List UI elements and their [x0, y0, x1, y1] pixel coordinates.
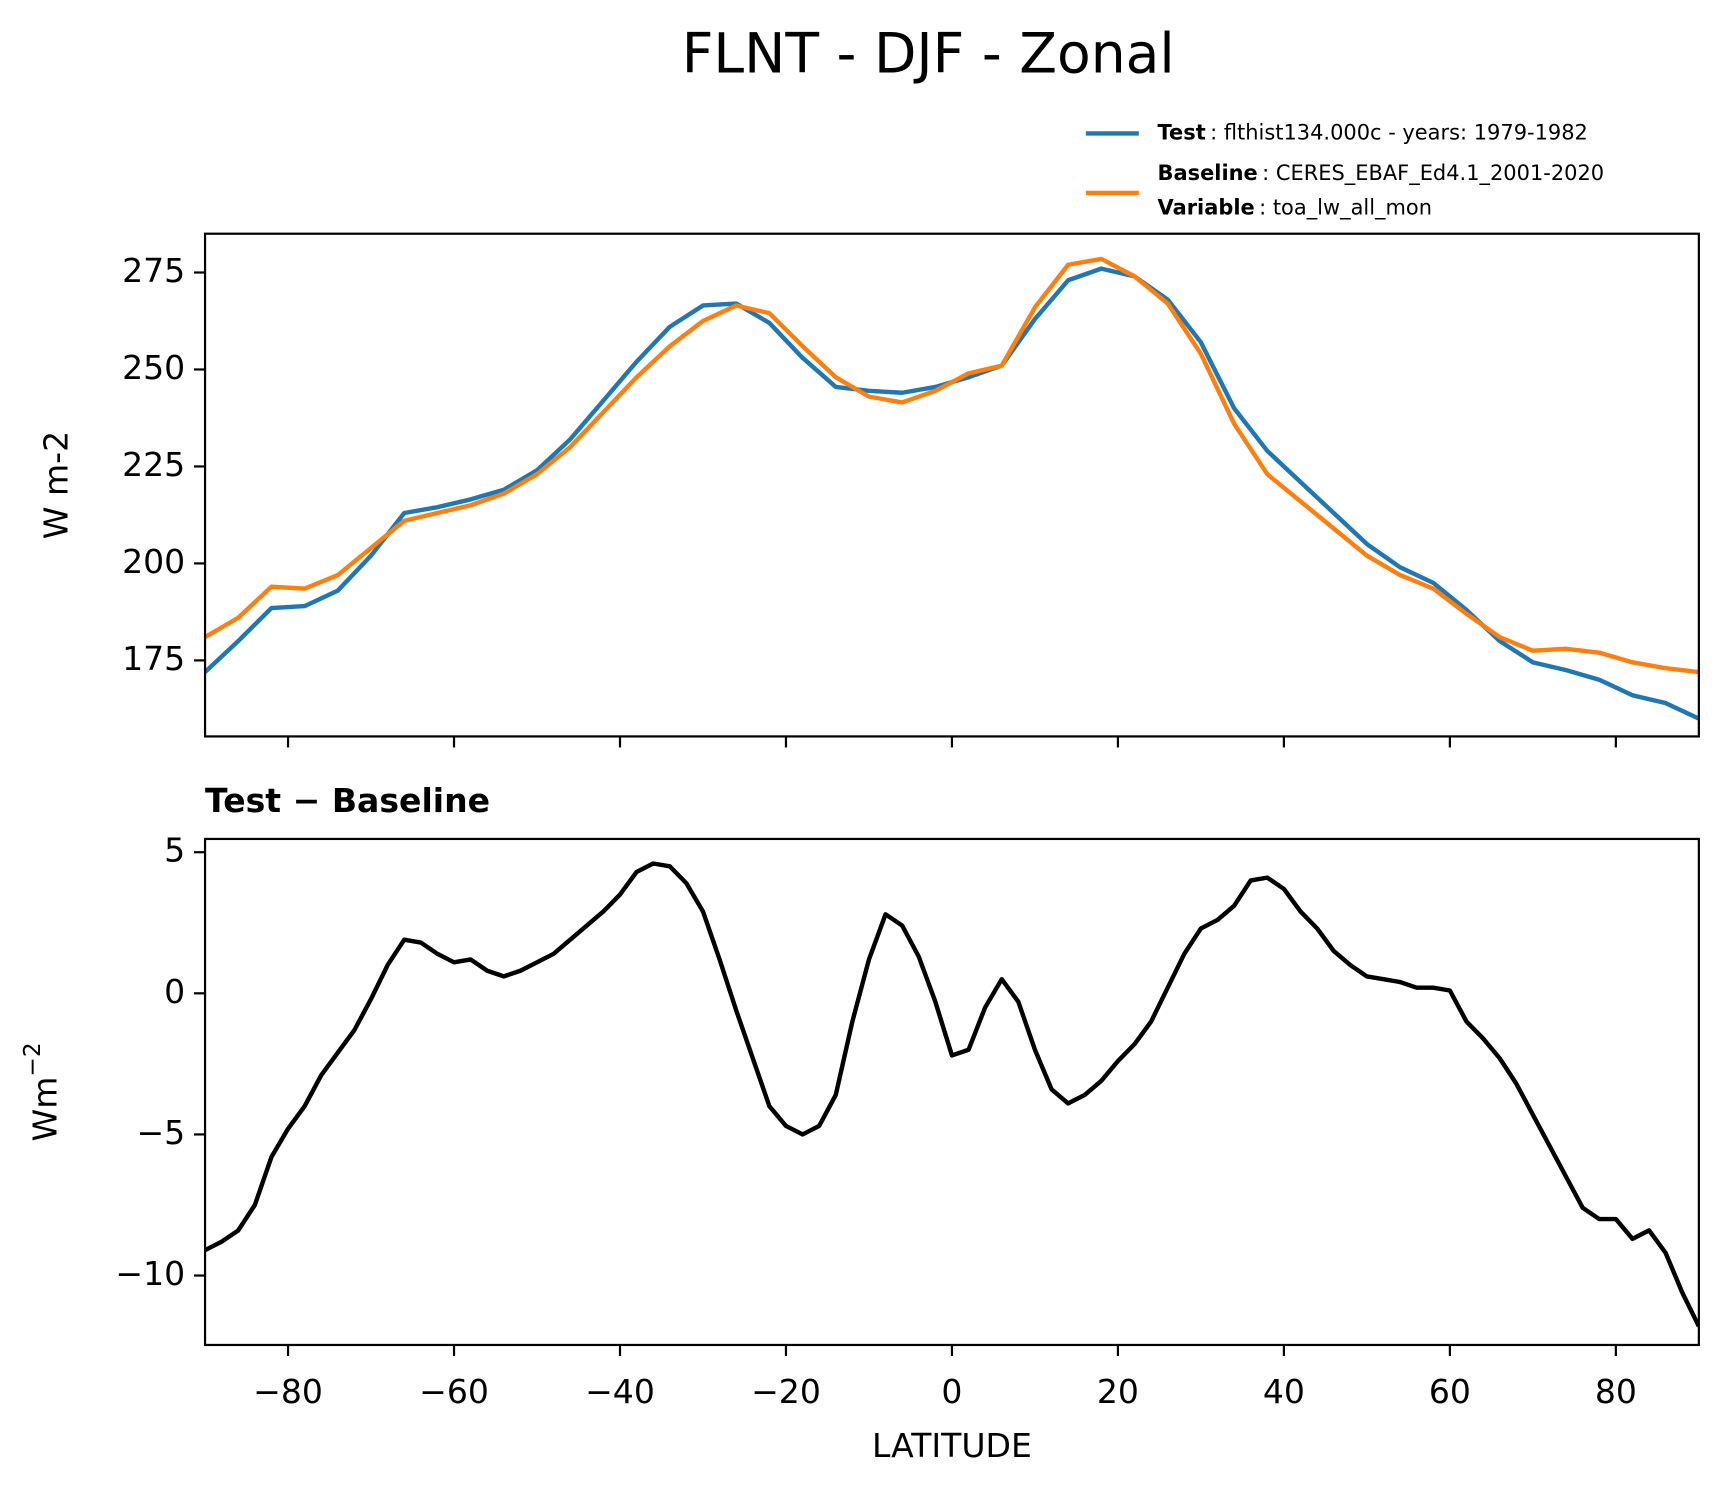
y-axis-label-base: Wm: [25, 1077, 64, 1142]
x-axis-label: LATITUDE: [872, 1426, 1032, 1465]
y-axis-label-base: W m-2: [36, 431, 75, 539]
data-line: [205, 861, 1699, 1328]
y-axis-label: Wm−2: [20, 1042, 64, 1141]
legend-extra-name: Variable: [1158, 195, 1255, 219]
legend-extra: Variable: toa_lw_all_mon: [1158, 195, 1432, 219]
data-line: [205, 256, 1699, 675]
x-tick-label: −40: [585, 1372, 655, 1411]
y-tick-label: 175: [122, 639, 185, 678]
y-tick-label: 5: [164, 831, 185, 870]
x-tick-label: −20: [751, 1372, 821, 1411]
y-tick-label: 250: [122, 348, 185, 387]
axes-title: Test − Baseline: [205, 781, 490, 820]
axes-frame: [203, 837, 1700, 1347]
x-tick-label: 60: [1429, 1372, 1471, 1411]
figure-title: FLNT - DJF - Zonal: [682, 21, 1175, 85]
y-axis-label-sup: −2: [20, 1042, 46, 1076]
legend-extra-detail: : toa_lw_all_mon: [1259, 195, 1432, 219]
legend-detail: : CERES_EBAF_Ed4.1_2001-2020: [1262, 161, 1604, 185]
x-tick-label: 0: [941, 1372, 962, 1411]
legend-entry: Baseline: CERES_EBAF_Ed4.1_2001-2020: [1158, 161, 1605, 185]
x-tick-label: −80: [253, 1372, 323, 1411]
legend-entry: Test: flthist134.000c - years: 1979-1982: [1158, 120, 1588, 144]
x-tick-label: −60: [419, 1372, 489, 1411]
y-tick-label: 0: [164, 972, 185, 1011]
y-tick-label: −5: [136, 1113, 185, 1152]
axes-frame: [203, 232, 1700, 738]
y-axis-label: W m-2: [36, 431, 75, 539]
x-tick-label: 80: [1595, 1372, 1637, 1411]
data-line: [205, 266, 1699, 721]
y-tick-label: −10: [115, 1254, 185, 1293]
y-tick-label: 225: [122, 445, 185, 484]
x-tick-label: 40: [1263, 1372, 1305, 1411]
x-tick-label: 20: [1097, 1372, 1139, 1411]
legend-name: Baseline: [1158, 161, 1258, 185]
y-tick-label: 200: [122, 542, 185, 581]
legend-detail: : flthist134.000c - years: 1979-1982: [1210, 120, 1588, 144]
y-tick-label: 275: [122, 251, 185, 290]
legend-name: Test: [1158, 120, 1206, 144]
